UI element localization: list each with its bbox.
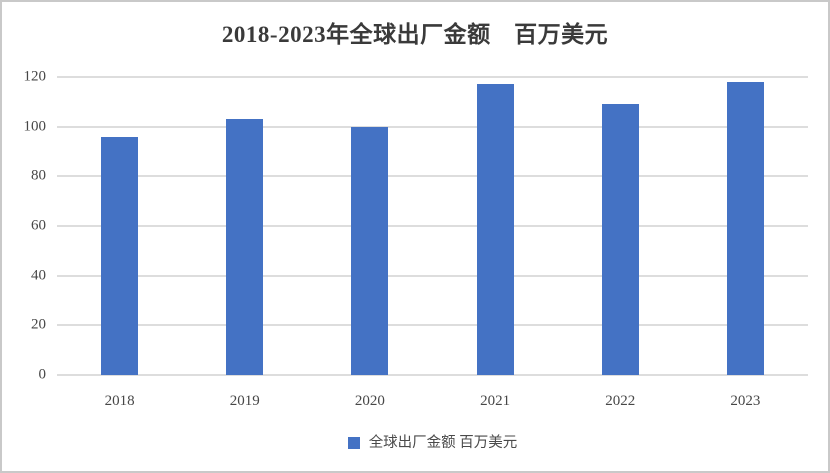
x-tick-label-2020: 2020 bbox=[354, 393, 385, 409]
gridline-80 bbox=[57, 175, 808, 178]
plot-area bbox=[57, 76, 808, 376]
x-tick-label-2021: 2021 bbox=[480, 393, 511, 409]
gridline-20 bbox=[57, 324, 808, 327]
y-tick-label-100: 100 bbox=[23, 118, 47, 135]
y-tick-label-0: 0 bbox=[38, 366, 47, 383]
legend: 全球出厂金额 百万美元 bbox=[57, 433, 808, 453]
bar-2020 bbox=[351, 126, 389, 375]
legend-swatch-icon bbox=[347, 437, 360, 449]
y-tick-label-80: 80 bbox=[31, 167, 46, 184]
x-tick-label-2023: 2023 bbox=[730, 393, 761, 409]
gridline-0 bbox=[57, 374, 808, 376]
gridline-60 bbox=[57, 225, 808, 227]
bar-2018 bbox=[101, 136, 139, 375]
x-axis: 2018 2019 2020 2021 2022 2023 bbox=[57, 391, 808, 411]
bar-2023 bbox=[726, 81, 764, 375]
legend-label: 全球出厂金额 百万美元 bbox=[368, 434, 518, 451]
y-tick-label-120: 120 bbox=[23, 68, 47, 85]
x-tick-label-2022: 2022 bbox=[605, 393, 636, 409]
gridline-120 bbox=[57, 76, 808, 78]
gridline-100 bbox=[57, 125, 808, 128]
x-tick-label-2018: 2018 bbox=[104, 393, 135, 409]
x-tick-label-2019: 2019 bbox=[229, 393, 260, 409]
bar-2019 bbox=[226, 119, 264, 375]
y-tick-label-40: 40 bbox=[31, 267, 46, 284]
y-axis: 0 20 40 60 80 100 120 bbox=[2, 69, 47, 382]
y-tick-label-20: 20 bbox=[31, 316, 46, 333]
y-tick-label-60: 60 bbox=[31, 217, 46, 234]
bar-2022 bbox=[601, 104, 639, 375]
bar-2021 bbox=[476, 84, 514, 375]
gridline-40 bbox=[57, 274, 808, 277]
chart-title: 2018-2023年全球出厂金额 百万美元 bbox=[221, 22, 609, 47]
